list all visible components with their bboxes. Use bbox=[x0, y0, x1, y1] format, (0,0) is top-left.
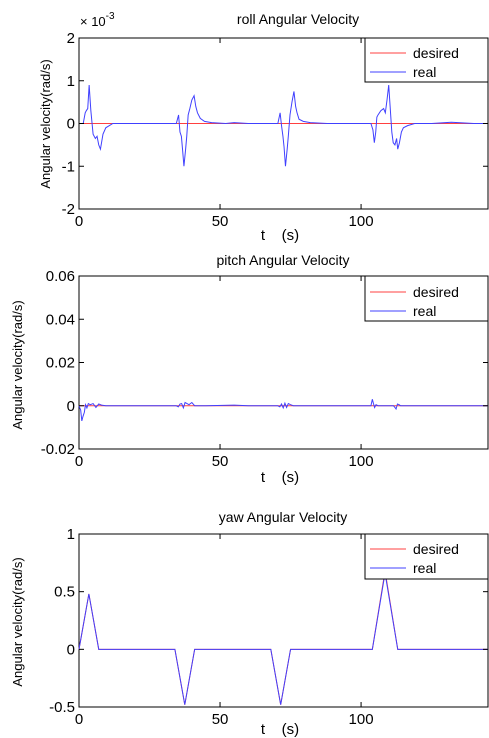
yaw-chart-xtick-label: 100 bbox=[349, 711, 374, 728]
yaw-chart-ticks: 0 50 100-0.500.51 bbox=[49, 526, 488, 728]
yaw-chart-xtick-label: 0 bbox=[75, 711, 83, 728]
yaw-chart-ytick-label: 0 bbox=[67, 641, 75, 658]
pitch-chart-xlabel: t (s) bbox=[261, 469, 299, 486]
yaw-chart-xlabel: t (s) bbox=[261, 721, 299, 738]
pitch-chart-ytick-label: 0 bbox=[67, 398, 75, 415]
pitch-chart-legend: desired real bbox=[364, 275, 489, 322]
pitch-chart-title: pitch Angular Velocity bbox=[216, 252, 349, 268]
pitch-chart-legend-real: real bbox=[413, 303, 436, 319]
roll-chart-legend-box bbox=[364, 37, 489, 83]
roll-chart-xtick-label: 50 bbox=[212, 213, 229, 230]
pitch-chart-ytick-label: 0.02 bbox=[46, 355, 75, 372]
roll-chart-series bbox=[79, 84, 488, 167]
yaw-chart-legend: desired real bbox=[364, 533, 489, 580]
pitch-chart-xtick-label: 50 bbox=[212, 453, 229, 470]
pitch-chart-legend-box bbox=[364, 275, 489, 322]
yaw-chart: yaw Angular Velocity 0 50 100-0.500.51 Ang… bbox=[10, 509, 489, 738]
roll-chart-legend-desired: desired bbox=[413, 45, 459, 61]
pitch-chart-series-real bbox=[78, 399, 488, 422]
roll-chart-series-real bbox=[79, 84, 488, 167]
pitch-chart: pitch Angular Velocity 0 50 100-0.0200.020… bbox=[10, 252, 489, 486]
roll-chart-ytick-label: 0 bbox=[67, 116, 75, 133]
yaw-chart-legend-desired: desired bbox=[413, 541, 459, 557]
yaw-chart-xtick-label: 50 bbox=[212, 711, 229, 728]
yaw-chart-ytick-label: 0.5 bbox=[54, 584, 75, 601]
pitch-chart-xtick-label: 0 bbox=[75, 453, 83, 470]
pitch-chart-ytick-label: -0.02 bbox=[41, 441, 75, 458]
roll-chart-xlabel: t (s) bbox=[261, 227, 299, 244]
pitch-chart-xtick-label: 100 bbox=[349, 453, 374, 470]
roll-chart-ytick-label: 1 bbox=[67, 73, 75, 90]
yaw-chart-ytick-label: 1 bbox=[67, 526, 75, 543]
yaw-chart-ytick-label: -0.5 bbox=[49, 699, 75, 716]
roll-chart-title: roll Angular Velocity bbox=[237, 11, 359, 27]
yaw-chart-ylabel: Angular velocity(rad/s) bbox=[10, 557, 25, 686]
roll-chart-legend-real: real bbox=[413, 64, 436, 80]
roll-chart-ylabel: Angular velocity(rad/s) bbox=[38, 59, 53, 188]
roll-chart: roll Angular Velocity × 10-3 0 50 100-2-10… bbox=[38, 11, 489, 244]
roll-chart-ytick-label: 2 bbox=[67, 30, 75, 47]
pitch-chart-ylabel: Angular velocity(rad/s) bbox=[10, 300, 25, 429]
pitch-chart-series bbox=[78, 399, 488, 422]
roll-chart-ytick-label: -1 bbox=[62, 158, 75, 175]
pitch-chart-legend-desired: desired bbox=[413, 284, 459, 300]
roll-chart-ytick-label: -2 bbox=[62, 201, 75, 218]
roll-chart-legend: desired real bbox=[364, 37, 489, 83]
roll-chart-xtick-label: 0 bbox=[75, 213, 83, 230]
pitch-chart-ytick-label: 0.04 bbox=[46, 311, 75, 328]
yaw-chart-legend-real: real bbox=[413, 560, 436, 576]
roll-chart-xtick-label: 100 bbox=[349, 213, 374, 230]
roll-chart-ticks: 0 50 100 -2 -1 0 1 2 bbox=[62, 30, 488, 230]
roll-chart-y-multiplier: × 10-3 bbox=[80, 11, 115, 29]
pitch-chart-ytick-label: 0.06 bbox=[46, 268, 75, 285]
yaw-chart-legend-box bbox=[364, 533, 489, 580]
yaw-chart-title: yaw Angular Velocity bbox=[219, 509, 347, 525]
